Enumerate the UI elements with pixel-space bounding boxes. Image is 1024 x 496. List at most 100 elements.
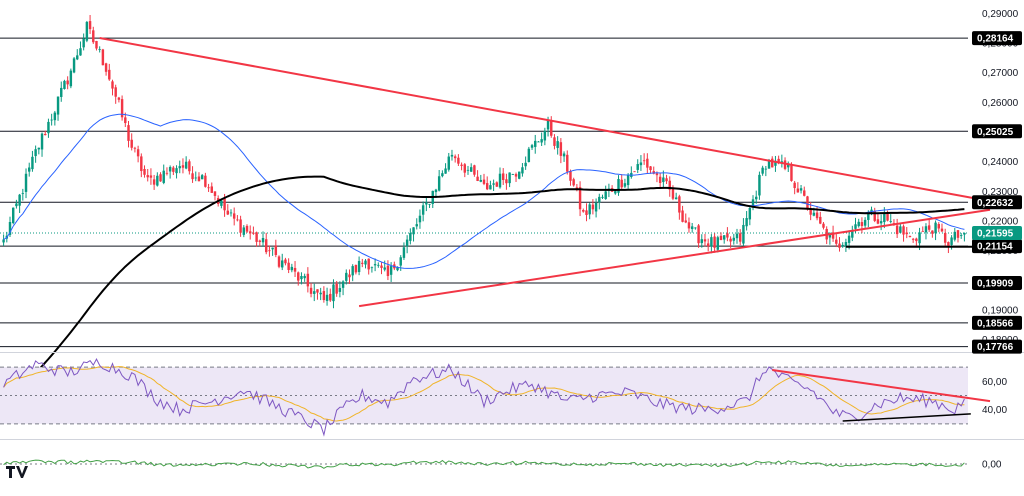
candle[interactable] [498,167,502,189]
candle[interactable] [633,171,636,173]
candle[interactable] [377,262,380,268]
candle[interactable] [492,179,495,191]
candle[interactable] [963,232,966,242]
candle[interactable] [851,225,854,242]
candle[interactable] [88,14,92,34]
candle[interactable] [508,172,511,188]
level-tag[interactable]: 0,21154 [972,239,1022,254]
candle[interactable] [290,263,294,273]
candle[interactable] [204,172,207,188]
candle[interactable] [232,207,236,226]
candle[interactable] [594,198,598,218]
candle[interactable] [838,237,841,252]
trendline-0[interactable] [99,36,991,203]
candle[interactable] [274,239,278,258]
candle[interactable] [28,162,31,177]
candle[interactable] [325,287,329,306]
candle[interactable] [136,145,140,163]
last-price-tag[interactable]: 0,21595 [972,226,1022,241]
candle[interactable] [76,49,79,61]
candle[interactable] [165,167,169,176]
candle[interactable] [229,209,233,217]
candle[interactable] [44,130,47,136]
candle[interactable] [50,113,53,126]
candle[interactable] [172,165,175,176]
candle[interactable] [380,262,383,275]
candle[interactable] [566,150,569,175]
candle[interactable] [940,223,944,233]
candle[interactable] [197,172,201,182]
candle[interactable] [511,173,515,175]
candle[interactable] [649,165,652,174]
candle[interactable] [934,220,937,241]
candle[interactable] [889,214,892,224]
candle[interactable] [444,163,447,174]
candle[interactable] [11,207,15,225]
candle[interactable] [588,202,591,220]
candles[interactable] [2,14,966,309]
candle[interactable] [335,281,338,297]
candle[interactable] [697,223,700,248]
candle[interactable] [220,199,223,209]
candle[interactable] [764,165,768,177]
candle[interactable] [716,235,720,253]
candle[interactable] [316,289,319,300]
candle[interactable] [354,264,358,275]
candle[interactable] [674,192,678,200]
candle[interactable] [236,215,239,222]
candle[interactable] [774,155,777,172]
candle[interactable] [15,199,18,209]
candle[interactable] [466,165,470,175]
candle[interactable] [844,238,848,252]
candle[interactable] [729,236,732,248]
level-tag[interactable]: 0,28164 [972,31,1022,46]
candle[interactable] [761,165,764,176]
candle[interactable] [684,213,687,224]
candle[interactable] [482,173,486,186]
candle[interactable] [425,196,428,212]
price-pane[interactable] [0,14,1024,406]
candle[interactable] [300,272,303,285]
candle[interactable] [799,184,803,194]
candle[interactable] [501,168,505,185]
candle[interactable] [915,237,918,247]
rsi-pane[interactable]: 60,00 40,00 [0,358,1024,440]
candle[interactable] [69,68,73,89]
candle[interactable] [248,225,252,240]
candle[interactable] [345,269,348,285]
candle[interactable] [409,228,412,245]
candle[interactable] [738,229,742,246]
candle[interactable] [460,162,463,171]
candle[interactable] [156,172,159,187]
candle[interactable] [860,217,864,234]
candle[interactable] [405,235,409,254]
candle[interactable] [895,218,899,239]
candle[interactable] [207,183,210,192]
candle[interactable] [598,193,601,210]
candle[interactable] [476,170,479,182]
candle[interactable] [713,233,716,253]
candle[interactable] [505,173,508,190]
candle[interactable] [735,228,739,244]
candle[interactable] [332,279,335,309]
candle[interactable] [367,258,370,275]
candle[interactable] [447,152,450,172]
candle[interactable] [309,282,313,298]
candle[interactable] [92,26,95,44]
candle[interactable] [450,149,454,161]
candle[interactable] [937,222,940,233]
candle[interactable] [665,174,668,185]
candle[interactable] [34,145,37,163]
candle[interactable] [793,180,796,195]
candle[interactable] [457,154,460,166]
osc-line[interactable] [3,459,965,469]
candle[interactable] [585,203,588,222]
candle[interactable] [53,110,57,126]
candle[interactable] [623,178,627,188]
candle[interactable] [620,174,623,190]
candle[interactable] [537,141,540,143]
candle[interactable] [146,168,149,182]
candle[interactable] [819,211,822,225]
candle[interactable] [56,96,60,121]
